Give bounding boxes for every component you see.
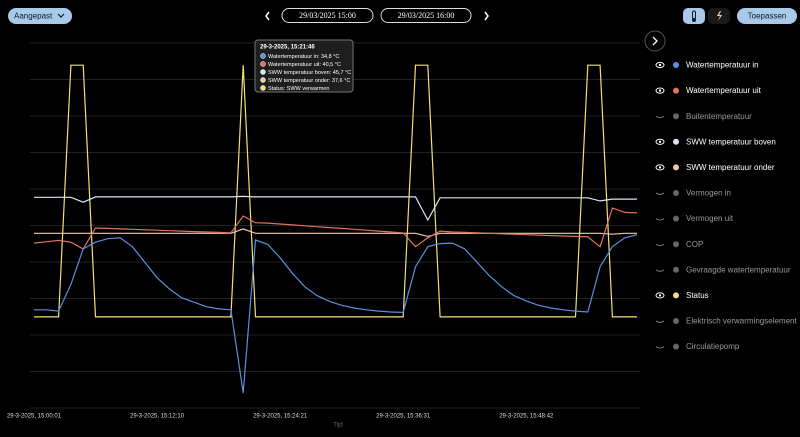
- series-line: [34, 228, 637, 238]
- x-tick-label: 29-3-2025, 15:24:21: [253, 414, 308, 420]
- legend-dot: [673, 241, 679, 248]
- tooltip-dot: [260, 53, 266, 59]
- eye-pupil: [658, 294, 662, 297]
- series-line: [34, 64, 637, 318]
- end-text: 29/03/2025 16:00: [398, 11, 455, 20]
- tooltip-dot: [260, 77, 266, 83]
- eye-pupil: [658, 140, 662, 143]
- legend-dot: [673, 62, 679, 68]
- tooltip-item: Status: SWW verwarmen: [268, 86, 329, 92]
- x-tick-label: 29-3-2025, 15:36:31: [376, 414, 431, 420]
- series-line: [34, 234, 638, 393]
- eye-icon: [655, 138, 665, 145]
- x-tick-label: 29-3-2025, 15:00:01: [7, 414, 62, 420]
- legend-item[interactable]: Buitentemperatuur: [655, 112, 752, 121]
- legend: Watertemperatuur in Watertemperatuur uit B…: [655, 61, 797, 351]
- legend-label: Vermogen in: [686, 189, 731, 198]
- tooltip-dot: [260, 85, 266, 91]
- tooltip-item: SWW temperatuur boven: 45,7 °C: [268, 70, 351, 76]
- legend-item[interactable]: Elektrisch verwarmingselement: [655, 317, 797, 326]
- apply-text: Toepassen: [748, 12, 787, 21]
- legend-dot: [673, 164, 679, 171]
- eye-off-icon: [655, 346, 665, 349]
- legend-label: Watertemperatuur uit: [686, 86, 762, 95]
- eye-off-icon: [655, 115, 665, 119]
- plot: 29-3-2025, 15:00:01 29-3-2025, 15:12:10 29…: [7, 64, 638, 420]
- x-tick-label: 29-3-2025, 15:48:42: [499, 414, 554, 420]
- legend-item[interactable]: Watertemperatuur in: [655, 61, 759, 70]
- collapse-button[interactable]: [644, 30, 666, 52]
- legend-dot: [673, 190, 679, 196]
- legend-dot: [673, 292, 679, 299]
- tooltip: 29-3-2025, 15:21:46 Watertemperatuur in:…: [254, 39, 354, 93]
- legend-label: Watertemperatuur in: [686, 61, 759, 70]
- tooltip-item: SWW temperatuur onder: 37,6 °C: [268, 78, 350, 84]
- tooltip-dot: [260, 61, 266, 67]
- legend-dot: [673, 266, 679, 273]
- legend-item[interactable]: Watertemperatuur uit: [655, 86, 762, 95]
- legend-label: Elektrisch verwarmingselement: [686, 317, 797, 326]
- legend-label: Vermogen uit: [686, 214, 734, 223]
- apply-button[interactable]: Toepassen: [737, 8, 797, 24]
- eye-icon: [655, 87, 665, 94]
- legend-item[interactable]: Circulatiepomp: [655, 342, 740, 351]
- legend-item[interactable]: Gevraagde watertemperatuur: [655, 265, 791, 274]
- legend-dot: [673, 343, 679, 350]
- tooltip-item: Watertemperatuur in: 34,8 °C: [268, 54, 339, 60]
- legend-label: Gevraagde watertemperatuur: [686, 265, 791, 274]
- tooltip-item: Watertemperatuur uit: 40,5 °C: [268, 62, 341, 68]
- legend-item[interactable]: Status: [655, 291, 709, 300]
- eye-off-icon: [655, 243, 665, 247]
- legend-label: SWW temperatuur boven: [686, 137, 776, 146]
- legend-dot: [673, 138, 679, 145]
- legend-label: SWW temperatuur onder: [686, 163, 775, 172]
- tooltip-dot: [260, 69, 266, 75]
- legend-item[interactable]: Vermogen in: [655, 189, 731, 198]
- eye-off-icon: [655, 269, 665, 272]
- next-button[interactable]: [484, 11, 489, 21]
- legend-label: COP: [686, 240, 703, 249]
- series-line: [34, 195, 637, 222]
- eye-off-icon: [655, 192, 665, 195]
- range-mode: Aangepast: [14, 12, 53, 21]
- eye-off-icon: [655, 320, 665, 323]
- start-text: 29/03/2025 15:00: [299, 11, 356, 20]
- eye-pupil: [658, 63, 662, 67]
- tooltip-title: 29-3-2025, 15:21:46: [260, 45, 315, 51]
- start-date[interactable]: 29/03/2025 15:00: [281, 8, 374, 23]
- eye-pupil: [658, 89, 662, 92]
- legend-label: Circulatiepomp: [686, 342, 740, 351]
- end-date[interactable]: 29/03/2025 16:00: [380, 8, 472, 23]
- range-dropdown[interactable]: Aangepast: [8, 8, 72, 24]
- legend-dot: [673, 87, 679, 94]
- legend-item[interactable]: SWW temperatuur onder: [655, 163, 775, 172]
- eye-icon: [655, 164, 665, 171]
- x-axis-label: Tijd: [333, 423, 342, 429]
- legend-label: Status: [686, 291, 709, 300]
- eye-pupil: [658, 166, 662, 169]
- prev-button[interactable]: [265, 11, 270, 21]
- temp-toggle[interactable]: [683, 8, 705, 24]
- eye-icon: [655, 292, 665, 299]
- x-tick-label: 29-3-2025, 15:12:10: [130, 414, 185, 420]
- legend-dot: [673, 318, 679, 324]
- eye-off-icon: [655, 218, 665, 221]
- legend-dot: [673, 215, 679, 222]
- legend-item[interactable]: Vermogen uit: [655, 214, 734, 223]
- power-toggle[interactable]: [708, 8, 730, 24]
- legend-dot: [673, 113, 679, 120]
- series-line: [33, 207, 638, 250]
- legend-label: Buitentemperatuur: [686, 112, 752, 121]
- legend-item[interactable]: SWW temperatuur boven: [655, 137, 776, 146]
- eye-icon: [655, 61, 665, 69]
- legend-item[interactable]: COP: [655, 240, 703, 249]
